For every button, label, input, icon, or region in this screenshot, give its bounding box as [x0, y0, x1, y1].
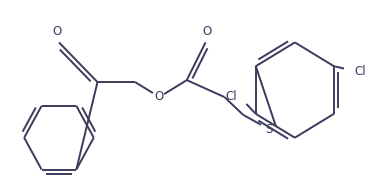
Text: Cl: Cl [354, 65, 365, 78]
Text: O: O [203, 25, 212, 38]
Text: O: O [154, 89, 163, 103]
Text: S: S [265, 123, 272, 136]
Text: O: O [53, 25, 62, 38]
Text: Cl: Cl [225, 89, 237, 103]
